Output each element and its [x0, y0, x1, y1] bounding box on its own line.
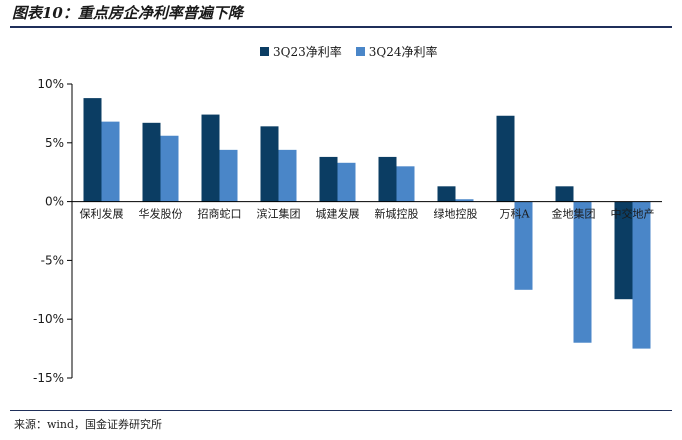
x-category-label: 城建发展 — [316, 207, 360, 221]
bar-series1-9 — [555, 186, 574, 202]
title-rule — [10, 26, 672, 28]
x-category-label: 保利发展 — [80, 207, 124, 221]
bar-series1-7 — [437, 186, 456, 202]
bar-series1-5 — [319, 156, 338, 202]
y-tick-label: -5% — [41, 253, 64, 267]
x-category-label: 中交地产 — [611, 207, 655, 221]
source-note: 来源：wind，国金证券研究所 — [14, 418, 163, 431]
x-category-label: 万科A — [500, 207, 531, 221]
x-category-label: 新城控股 — [375, 207, 419, 221]
legend-swatch-series2 — [355, 47, 365, 56]
chart-legend: 3Q23净利率 3Q24净利率 — [260, 43, 438, 60]
bar-series1-6 — [378, 156, 397, 202]
bar-series2-4 — [278, 149, 297, 202]
bar-series2-1 — [101, 121, 120, 202]
y-tick-label: 10% — [37, 77, 64, 91]
legend-label-series2: 3Q24净利率 — [368, 45, 438, 59]
bar-series2-10 — [632, 201, 651, 349]
bar-series2-7 — [455, 199, 474, 202]
bar-series2-2 — [160, 135, 179, 202]
bar-series1-2 — [142, 122, 161, 202]
bar-series2-6 — [396, 166, 415, 202]
bar-series1-10 — [614, 201, 633, 300]
bar-series1-1 — [83, 98, 102, 202]
footer-rule — [10, 410, 672, 411]
bar-series2-8 — [514, 201, 533, 290]
bar-series1-3 — [201, 114, 220, 202]
bar-series2-3 — [219, 149, 238, 202]
bar-series1-8 — [496, 115, 515, 202]
x-category-label: 招商蛇口 — [198, 207, 242, 221]
bar-series1-4 — [260, 126, 279, 202]
y-tick-label: -15% — [33, 371, 64, 385]
bar-series2-5 — [337, 162, 356, 202]
legend-item-series1: 3Q23净利率 — [260, 43, 342, 60]
x-category-label: 金地集团 — [552, 207, 596, 221]
x-category-label: 绿地控股 — [434, 207, 478, 221]
y-tick-label: 0% — [45, 195, 64, 209]
legend-label-series1: 3Q23净利率 — [273, 45, 342, 59]
legend-item-series2: 3Q24净利率 — [355, 43, 438, 60]
y-tick-label: 5% — [45, 136, 64, 150]
x-category-label: 华发股份 — [139, 207, 183, 221]
page-title: 图表10：重点房企净利率普遍下降 — [12, 4, 243, 22]
bar-series2-9 — [573, 201, 592, 343]
legend-swatch-series1 — [260, 47, 269, 56]
y-tick-label: -10% — [33, 312, 64, 326]
x-category-label: 滨江集团 — [257, 207, 301, 221]
